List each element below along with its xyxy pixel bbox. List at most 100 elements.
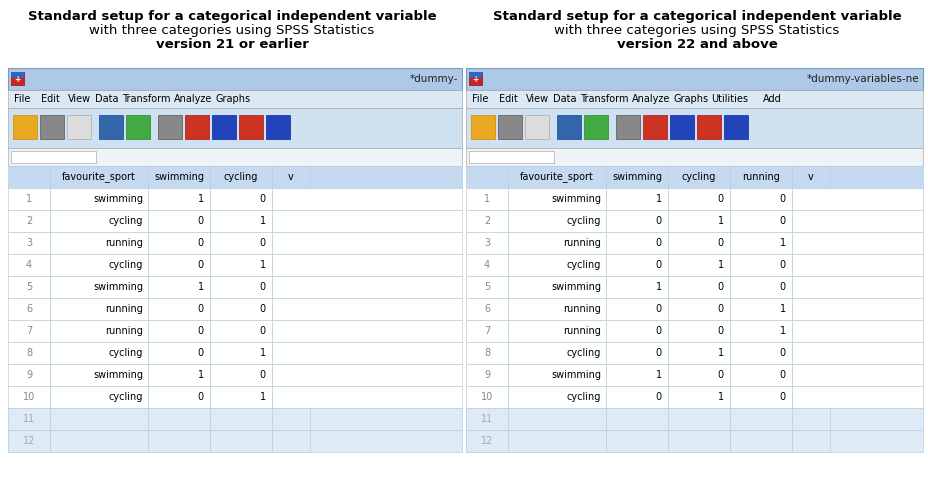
Bar [50,386,148,408]
Bar [667,276,729,298]
Bar [50,408,148,430]
Text: 9: 9 [483,370,490,380]
Bar [667,386,729,408]
Text: cycling: cycling [109,260,143,270]
Bar [729,342,792,364]
Bar [605,408,667,430]
Bar [8,320,50,342]
Text: 1: 1 [483,194,490,204]
Bar [466,188,508,210]
Text: 0: 0 [717,326,723,336]
Bar [792,232,922,254]
Bar [8,232,50,254]
Bar [466,276,508,298]
Bar [8,68,461,90]
Bar [508,210,605,232]
Text: 1: 1 [26,194,32,204]
Text: swimming: swimming [612,172,662,182]
Bar [8,90,461,108]
Bar [148,320,210,342]
Text: 3: 3 [26,238,32,248]
Text: File: File [471,94,488,104]
Bar [792,166,829,188]
Bar [8,342,50,364]
Bar [829,166,922,188]
Bar [11,72,24,85]
Text: 4: 4 [483,260,490,270]
Bar [792,210,922,232]
Bar [792,342,922,364]
Text: cycling: cycling [566,392,600,402]
Bar [466,166,508,188]
Text: 6: 6 [483,304,490,314]
Bar [792,386,922,408]
Bar [8,430,461,452]
Bar [8,430,50,452]
Bar [667,254,729,276]
Bar [148,298,210,320]
Bar [272,166,310,188]
Text: running: running [562,238,600,248]
Text: swimming: swimming [93,370,143,380]
Bar [696,115,720,139]
Bar [729,210,792,232]
Bar [210,276,272,298]
Bar [667,320,729,342]
Bar [8,408,50,430]
Bar [272,188,461,210]
Text: 3: 3 [483,238,490,248]
Text: 0: 0 [198,260,204,270]
Bar [8,210,50,232]
Text: Analyze: Analyze [631,94,670,104]
Text: 1: 1 [779,326,785,336]
Bar [265,115,290,139]
Text: Data: Data [95,94,119,104]
Bar [50,430,148,452]
Text: swimming: swimming [93,194,143,204]
Bar [148,210,210,232]
Bar [508,320,605,342]
Text: 1: 1 [260,260,265,270]
Text: 12: 12 [481,436,493,446]
Bar [8,276,50,298]
Bar [792,408,829,430]
Bar [210,188,272,210]
Bar [729,320,792,342]
Bar [210,320,272,342]
Bar [148,386,210,408]
Bar [40,115,64,139]
Bar [210,342,272,364]
Bar [508,298,605,320]
Text: swimming: swimming [550,282,600,292]
Bar [508,188,605,210]
Text: Add: Add [762,94,780,104]
Text: *dummy-: *dummy- [409,74,458,84]
Bar [212,115,236,139]
Bar [210,364,272,386]
Bar [470,115,495,139]
Text: 0: 0 [260,282,265,292]
Bar [557,115,580,139]
Text: version 22 and above: version 22 and above [616,38,777,51]
Bar [310,166,461,188]
Bar [667,298,729,320]
Bar [466,430,508,452]
Bar [272,210,461,232]
Bar [466,408,508,430]
Text: running: running [562,326,600,336]
Text: 1: 1 [717,216,723,226]
Bar [729,408,792,430]
Bar [185,115,209,139]
Text: running: running [105,238,143,248]
Bar [723,115,747,139]
Bar [466,298,508,320]
Bar [8,188,50,210]
Bar [508,254,605,276]
Text: Standard setup for a categorical independent variable: Standard setup for a categorical indepen… [28,10,436,23]
Bar [210,386,272,408]
Text: View: View [525,94,548,104]
Bar [272,232,461,254]
Bar [469,72,482,85]
Text: swimming: swimming [93,282,143,292]
Text: 1: 1 [198,194,204,204]
